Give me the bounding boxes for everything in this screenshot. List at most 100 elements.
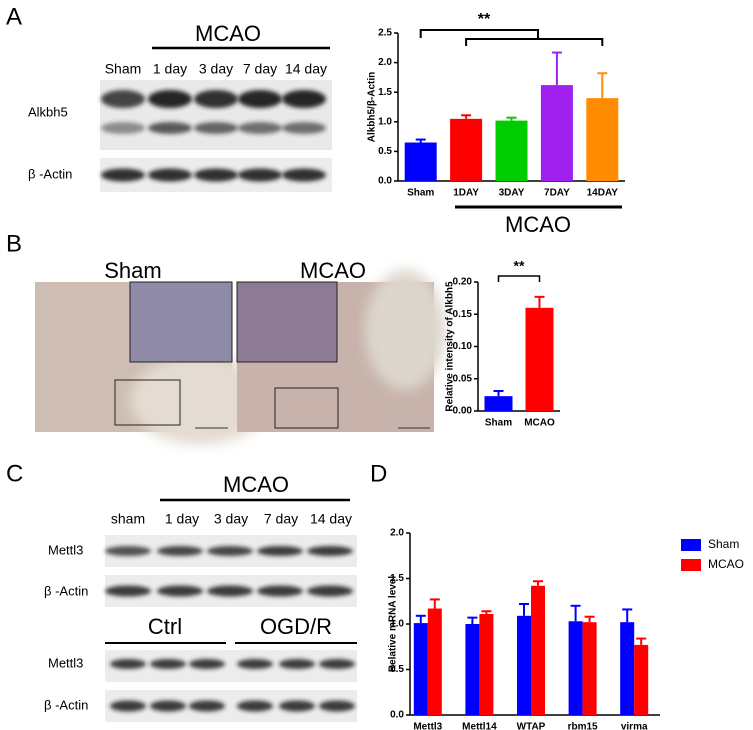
blot-band	[157, 546, 203, 556]
bar	[525, 307, 554, 411]
blot-band	[238, 168, 282, 182]
blot-band	[257, 546, 303, 556]
group-label: OGD/R	[260, 614, 332, 639]
blot-band	[148, 122, 192, 134]
y-tick-label: 0.0	[390, 710, 404, 721]
blot-band	[237, 700, 273, 712]
lane-label: Sham	[105, 61, 142, 77]
blot-band	[105, 585, 151, 597]
blot-band	[307, 546, 353, 556]
inset	[129, 281, 233, 363]
significance-bracket	[465, 38, 604, 46]
y-tick-label: 0.10	[453, 341, 473, 352]
blot-band	[194, 90, 238, 108]
blot-band	[150, 659, 186, 669]
bar	[465, 624, 480, 715]
blot-band	[101, 168, 145, 182]
blot-band	[279, 659, 315, 669]
x-tick-label: WTAP	[517, 722, 546, 730]
panel-label: C	[6, 460, 23, 487]
blot-band	[279, 700, 315, 712]
lane-label: 1 day	[153, 61, 187, 77]
lane-label: 14 day	[310, 511, 352, 527]
x-tick-label: 7DAY	[544, 188, 570, 199]
blot-band	[238, 90, 282, 108]
blot-band	[319, 659, 355, 669]
y-tick-label: 0.05	[453, 373, 473, 384]
bar	[531, 585, 545, 715]
annotation: **	[514, 258, 525, 274]
panel-label: A	[6, 3, 22, 30]
blot-band	[307, 585, 353, 597]
y-tick-label: 2.5	[378, 28, 392, 39]
lane-label: 14 day	[285, 61, 327, 77]
y-tick-label: 1.5	[378, 87, 392, 98]
blot-band	[105, 546, 151, 556]
blot-band	[101, 122, 145, 134]
lane-label: 3 day	[199, 61, 233, 77]
x-tick-label: Sham	[485, 418, 512, 429]
lane-label: 7 day	[243, 61, 277, 77]
lane-label: 1 day	[165, 511, 199, 527]
bar	[484, 396, 513, 411]
significance-bracket	[419, 29, 539, 38]
group-label: Ctrl	[148, 614, 182, 639]
y-tick-label: 1.0	[378, 116, 392, 127]
bar	[495, 120, 528, 181]
blot	[105, 650, 357, 682]
legend-label: Sham	[708, 537, 739, 551]
bar	[479, 613, 494, 715]
panel-label: B	[6, 230, 22, 257]
blot-band	[282, 90, 326, 108]
y-tick-label: 1.0	[390, 619, 404, 630]
row-label: β -Actin	[28, 166, 72, 181]
y-tick-label: 0.5	[378, 146, 392, 157]
bar	[427, 608, 442, 715]
blot-band	[238, 122, 282, 134]
lane-label: 3 day	[214, 511, 248, 527]
x-tick-label: virma	[621, 722, 648, 730]
y-tick-label: 2.0	[390, 528, 404, 539]
blots	[100, 80, 357, 722]
blot-band	[157, 585, 203, 597]
group-label: MCAO	[195, 21, 261, 46]
bar	[634, 644, 649, 715]
blot-band	[319, 700, 355, 712]
y-axis-label: Relative mRNA level	[388, 576, 399, 673]
blot-band	[110, 700, 146, 712]
row-label: Alkbh5	[28, 104, 68, 119]
y-tick-label: 0.0	[378, 176, 392, 187]
y-axis-label: Alkbh5/β-Actin	[367, 72, 378, 143]
inset-box	[274, 387, 339, 429]
y-tick-label: 2.0	[378, 57, 392, 68]
blot-band	[110, 659, 146, 669]
x-tick-label: 14DAY	[587, 188, 619, 199]
tissue-region	[130, 355, 270, 445]
blot-band	[207, 546, 253, 556]
x-tick-label: Mettl3	[413, 722, 442, 730]
row-label: β -Actin	[44, 583, 88, 598]
lane-label: 7 day	[264, 511, 298, 527]
lane-label: sham	[111, 511, 145, 527]
bar	[517, 615, 531, 715]
x-tick-label: Mettl14	[462, 722, 497, 730]
micrograph-label: MCAO	[300, 258, 366, 283]
legend-swatch	[681, 559, 701, 571]
bar	[620, 622, 635, 715]
annotation: **	[478, 11, 491, 28]
blot-band	[257, 585, 303, 597]
bar	[404, 142, 437, 181]
blot-band	[237, 659, 273, 669]
row-label: β -Actin	[44, 697, 88, 712]
y-tick-label: 1.5	[390, 573, 404, 584]
x-tick-label: 3DAY	[499, 188, 525, 199]
inset	[236, 281, 338, 363]
y-tick-label: 0.00	[453, 406, 473, 417]
legend-swatch	[681, 539, 701, 551]
group-label: MCAO	[505, 212, 571, 237]
x-tick-label: rbm15	[568, 722, 598, 730]
blot-band	[194, 122, 238, 134]
inset-box	[114, 379, 181, 426]
panel-label: D	[370, 460, 387, 487]
blot-band	[207, 585, 253, 597]
